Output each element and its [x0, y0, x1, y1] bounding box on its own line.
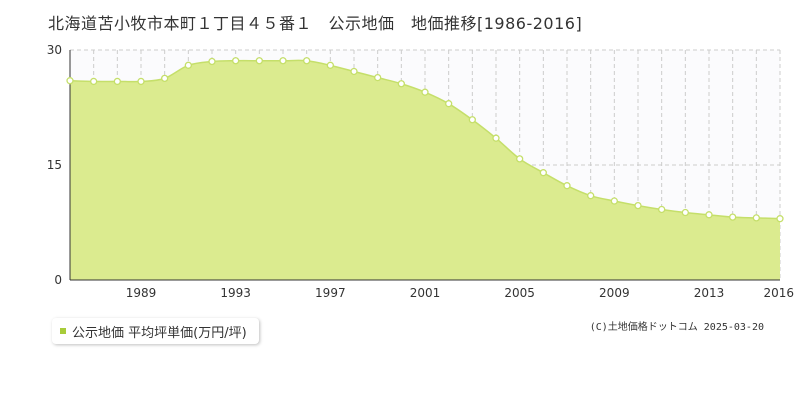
copyright-text: (C)土地価格ドットコム 2025-03-20: [589, 322, 764, 333]
data-point: [184, 61, 192, 69]
data-point: [279, 57, 287, 65]
legend-label: 公示地価 平均坪単価(万円/坪): [72, 325, 247, 341]
x-tick-label: 2016: [763, 286, 794, 300]
x-tick-label: 1993: [220, 286, 251, 300]
data-point: [658, 205, 666, 214]
data-point: [137, 77, 145, 86]
x-tick-label: 1997: [315, 286, 346, 300]
axes: [69, 50, 780, 281]
data-point: [516, 155, 524, 163]
data-point: [90, 77, 98, 86]
data-point: [208, 57, 216, 66]
data-point: [255, 57, 263, 65]
data-point: [776, 215, 784, 223]
x-tick-label: 2001: [410, 286, 441, 300]
data-point: [303, 57, 311, 65]
data-point: [113, 77, 121, 86]
data-point: [681, 208, 689, 217]
data-point: [563, 182, 571, 190]
data-point: [468, 116, 476, 124]
data-point: [729, 213, 737, 221]
data-point: [421, 88, 429, 96]
data-point: [610, 197, 618, 205]
data-point: [161, 74, 169, 83]
y-tick-labels: 0 15 30: [47, 43, 62, 287]
data-point: [350, 67, 358, 76]
legend-swatch: [60, 328, 66, 334]
x-tick-label: 2005: [504, 286, 535, 300]
data-point: [397, 80, 405, 88]
y-tick-label: 30: [47, 43, 62, 57]
data-point: [232, 57, 240, 65]
chart-title: 北海道苫小牧市本町１丁目４５番１ 公示地価 地価推移[1986-2016]: [48, 14, 583, 33]
y-tick-label: 15: [47, 158, 62, 172]
x-tick-label: 1989: [126, 286, 157, 300]
y-tick-label: 0: [54, 273, 62, 287]
data-point: [539, 169, 547, 177]
x-tick-labels: 1989 1993 1997 2001 2005 2009 2013 2016: [126, 286, 794, 300]
price-area: [70, 60, 780, 280]
data-markers: [66, 57, 784, 223]
data-point: [752, 214, 760, 222]
x-tick-label: 2013: [694, 286, 725, 300]
data-point: [492, 134, 500, 142]
x-tick-label: 2009: [599, 286, 630, 300]
data-point: [445, 100, 453, 108]
data-point: [705, 211, 713, 219]
data-point: [374, 73, 382, 82]
chart-legend: 公示地価 平均坪単価(万円/坪): [52, 318, 259, 344]
data-point: [326, 61, 334, 69]
data-point: [587, 192, 595, 200]
data-point: [634, 201, 642, 210]
data-point: [66, 77, 74, 85]
